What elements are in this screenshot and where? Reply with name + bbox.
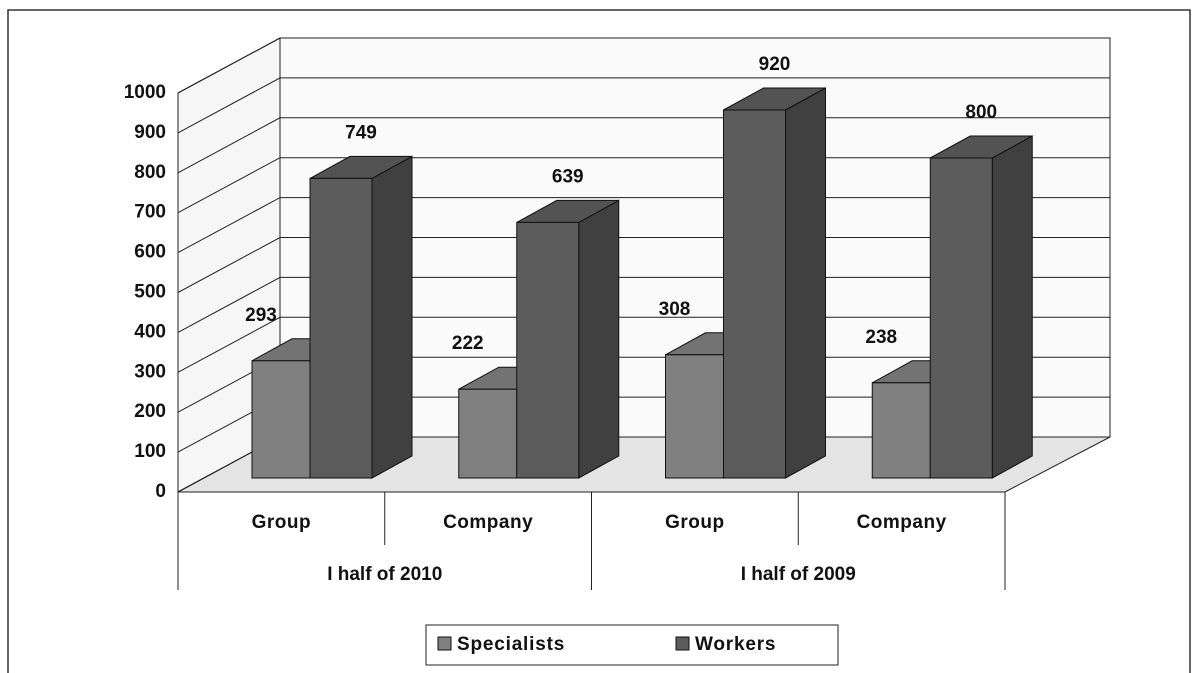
x-tick-label: Company bbox=[857, 512, 947, 533]
bar-side bbox=[785, 87, 826, 479]
bar bbox=[929, 157, 993, 479]
data-label: 293 bbox=[245, 305, 277, 326]
y-tick-label: 800 bbox=[134, 162, 166, 183]
y-tick-label: 600 bbox=[134, 242, 166, 263]
y-tick-label: 100 bbox=[134, 441, 166, 462]
legend-box bbox=[425, 624, 839, 666]
bar-side bbox=[371, 155, 413, 479]
x-tick-label: Company bbox=[443, 512, 533, 533]
bar bbox=[665, 354, 724, 479]
legend-label: Specialists bbox=[457, 634, 565, 655]
bar bbox=[251, 360, 311, 479]
bar bbox=[516, 221, 580, 479]
data-label: 800 bbox=[965, 102, 997, 123]
group-label: I half of 2010 bbox=[327, 564, 442, 585]
y-tick-label: 200 bbox=[134, 401, 166, 422]
x-tick-label: Group bbox=[252, 512, 312, 533]
grid-line bbox=[177, 77, 1110, 134]
y-tick-label: 500 bbox=[134, 282, 166, 303]
y-tick-label: 900 bbox=[134, 122, 166, 143]
grid-line bbox=[177, 276, 1110, 333]
bar bbox=[871, 382, 931, 479]
grid-line bbox=[177, 316, 1110, 373]
grid-line bbox=[177, 37, 1110, 94]
bar bbox=[723, 109, 786, 479]
group-label: I half of 2009 bbox=[741, 564, 856, 585]
data-label: 308 bbox=[659, 299, 691, 320]
grid-line bbox=[177, 197, 1110, 254]
y-tick-label: 1000 bbox=[124, 82, 166, 103]
legend-swatch bbox=[437, 636, 452, 651]
grid-line bbox=[177, 117, 1110, 174]
y-tick-label: 400 bbox=[134, 321, 166, 342]
bar bbox=[309, 177, 373, 479]
data-label: 639 bbox=[552, 166, 584, 187]
data-label: 749 bbox=[345, 122, 377, 143]
y-tick-label: 300 bbox=[134, 361, 166, 382]
y-tick-label: 0 bbox=[155, 481, 166, 502]
legend-swatch bbox=[675, 636, 690, 651]
y-tick-label: 700 bbox=[134, 202, 166, 223]
data-label: 222 bbox=[452, 333, 484, 354]
data-label: 920 bbox=[759, 54, 791, 75]
grid-line bbox=[177, 237, 1110, 293]
grid-line bbox=[177, 157, 1110, 214]
bar-side bbox=[991, 135, 1033, 479]
data-label: 238 bbox=[865, 327, 897, 348]
bar-side bbox=[578, 199, 620, 479]
x-tick-label: Group bbox=[665, 512, 725, 533]
bar bbox=[458, 388, 518, 479]
legend-label: Workers bbox=[695, 634, 776, 655]
